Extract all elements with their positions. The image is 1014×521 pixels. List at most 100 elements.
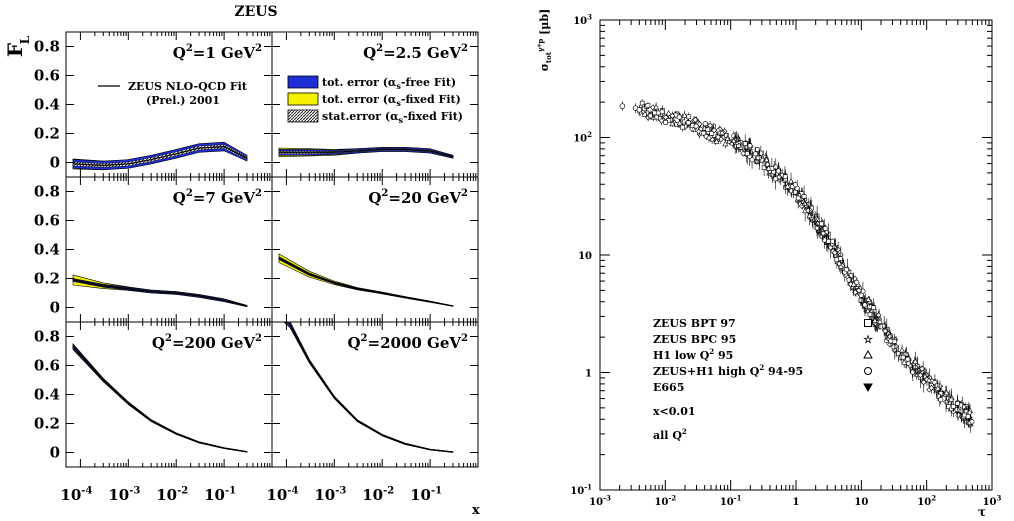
data-point bbox=[783, 175, 787, 179]
fl-panel: 10-4 10-3 10-2 10-1Q2=2000 GeV2 bbox=[266, 312, 478, 504]
y-tick-label: 0.4 bbox=[34, 241, 60, 259]
data-point bbox=[892, 345, 896, 349]
data-point bbox=[666, 111, 671, 116]
data-point bbox=[838, 257, 842, 261]
data-point bbox=[827, 239, 831, 243]
data-point bbox=[620, 104, 625, 109]
legend-band-swatch bbox=[288, 93, 318, 105]
sigma-tot-plot: σtotγ*p [μb] 10-3 10-2 10-1 1 10 102 10310-111… bbox=[536, 9, 1002, 519]
sigma-x-axis-label: τ bbox=[978, 505, 986, 519]
x-tick-label: 102 bbox=[917, 494, 936, 509]
y-tick-label: 1 bbox=[585, 369, 592, 380]
data-point bbox=[745, 152, 749, 156]
data-point bbox=[660, 110, 664, 114]
y-tick-label: 0.4 bbox=[34, 96, 60, 114]
data-point bbox=[637, 107, 642, 112]
data-point bbox=[646, 104, 650, 108]
data-point bbox=[900, 348, 905, 353]
y-tick-label: 0.2 bbox=[34, 270, 60, 288]
legend-fit-label-2: (Prel.) 2001 bbox=[146, 94, 220, 107]
y-tick-label: 0.8 bbox=[34, 183, 60, 201]
y-tick-label: 0.2 bbox=[34, 415, 60, 433]
x-tick-label: 10-1 bbox=[720, 494, 742, 509]
annotation-all-q2: all Q2 bbox=[653, 427, 687, 442]
data-point bbox=[694, 124, 698, 128]
band-stat-error bbox=[73, 346, 247, 452]
data-point bbox=[889, 339, 893, 343]
data-point bbox=[819, 222, 823, 226]
filled-triangle-marker-icon bbox=[864, 384, 872, 391]
sigma-legend: ZEUS BPT 97 ZEUS BPC 95 ☆ H1 low Q2 95ZEUS+… bbox=[653, 317, 873, 442]
panel-q2-label: Q2=2000 GeV2 bbox=[347, 333, 468, 352]
data-point bbox=[677, 115, 681, 119]
x-tick-label: 10-4 bbox=[266, 485, 298, 504]
data-point bbox=[955, 401, 959, 405]
data-point bbox=[687, 115, 691, 119]
legend-label: ZEUS+H1 high Q2 94-95 bbox=[653, 363, 803, 378]
x-tick-label: 10-4 bbox=[60, 485, 92, 504]
legend-band-swatch bbox=[288, 76, 318, 88]
data-point bbox=[773, 177, 777, 181]
panel-q2-label: Q2=20 GeV2 bbox=[368, 188, 468, 207]
band-alphas-fixed-total bbox=[73, 344, 247, 452]
panel-q2-label: Q2=1 GeV2 bbox=[173, 43, 262, 62]
triangle-marker-icon bbox=[864, 351, 872, 358]
y-tick-label: 0.8 bbox=[34, 38, 60, 56]
circle-marker-icon bbox=[865, 368, 872, 375]
data-point bbox=[793, 183, 797, 187]
fl-panel: Q2=20 GeV2 bbox=[272, 177, 478, 322]
data-point bbox=[872, 306, 876, 310]
band-alphas-free-total bbox=[279, 257, 453, 307]
fl-panel-grid: ZEUS F L x 00.20.40.60.8 Q2=1 GeV2 Q2=2.5 … bbox=[3, 4, 480, 518]
y-tick-label: 0.2 bbox=[34, 125, 60, 143]
x-tick-label: 10 bbox=[854, 497, 868, 508]
x-tick-label: 10-1 bbox=[204, 485, 236, 504]
data-point bbox=[703, 122, 707, 126]
fl-panel: 0 0.2 0.4 0.6 0.8 10-4 10-3 10-2 10-1 Q2=200 GeV2 bbox=[34, 322, 272, 504]
data-point bbox=[823, 226, 827, 230]
band-stat-error bbox=[279, 258, 453, 307]
data-point bbox=[686, 121, 690, 125]
legend-label: ZEUS BPC 95 bbox=[653, 333, 736, 346]
panel-q2-label: Q2=7 GeV2 bbox=[173, 188, 262, 207]
fl-x-axis-label: x bbox=[472, 503, 480, 518]
legend-label: H1 low Q2 95 bbox=[653, 347, 733, 362]
x-tick-label: 10-3 bbox=[108, 485, 140, 504]
legend-fit-label: ZEUS NLO-QCD Fit bbox=[128, 80, 248, 93]
data-point bbox=[776, 169, 780, 173]
data-point bbox=[681, 125, 685, 129]
annotation-x-cut: x<0.01 bbox=[653, 405, 696, 418]
data-point bbox=[966, 414, 970, 418]
data-point bbox=[793, 190, 797, 194]
data-point bbox=[796, 196, 800, 200]
y-tick-label: 0 bbox=[50, 299, 60, 317]
nlo-qcd-fit-line bbox=[73, 347, 247, 452]
y-tick-label: 103 bbox=[573, 13, 592, 28]
x-tick-label: 10-2 bbox=[654, 494, 676, 509]
y-tick-label: 10-1 bbox=[570, 483, 592, 498]
band-stat-error bbox=[73, 145, 247, 168]
data-point bbox=[859, 293, 863, 297]
band-alphas-free-total bbox=[73, 345, 247, 453]
legend-label: E665 bbox=[653, 381, 684, 394]
legend-band-label: tot. error (αs-fixed Fit) bbox=[322, 93, 461, 108]
data-point bbox=[648, 114, 652, 118]
x-tick-label: 10-2 bbox=[156, 485, 188, 504]
band-alphas-fixed-total bbox=[279, 254, 453, 306]
data-point bbox=[664, 120, 668, 124]
y-tick-label: 0 bbox=[50, 444, 60, 462]
data-point bbox=[743, 142, 747, 146]
sigma-plot-frame bbox=[600, 20, 992, 490]
y-tick-label: 0.6 bbox=[34, 67, 60, 85]
data-point bbox=[802, 194, 806, 198]
y-tick-label: 0.6 bbox=[34, 357, 60, 375]
data-point bbox=[906, 357, 910, 361]
x-tick-label: 10-2 bbox=[362, 485, 394, 504]
fl-legend: ZEUS NLO-QCD Fit(Prel.) 2001 tot. error (… bbox=[98, 76, 463, 125]
data-point bbox=[878, 324, 882, 328]
data-point bbox=[706, 127, 710, 131]
x-tick-label: 10-1 bbox=[410, 485, 442, 504]
data-point bbox=[951, 404, 955, 408]
data-point bbox=[748, 144, 752, 148]
nlo-qcd-fit-line bbox=[279, 258, 453, 306]
